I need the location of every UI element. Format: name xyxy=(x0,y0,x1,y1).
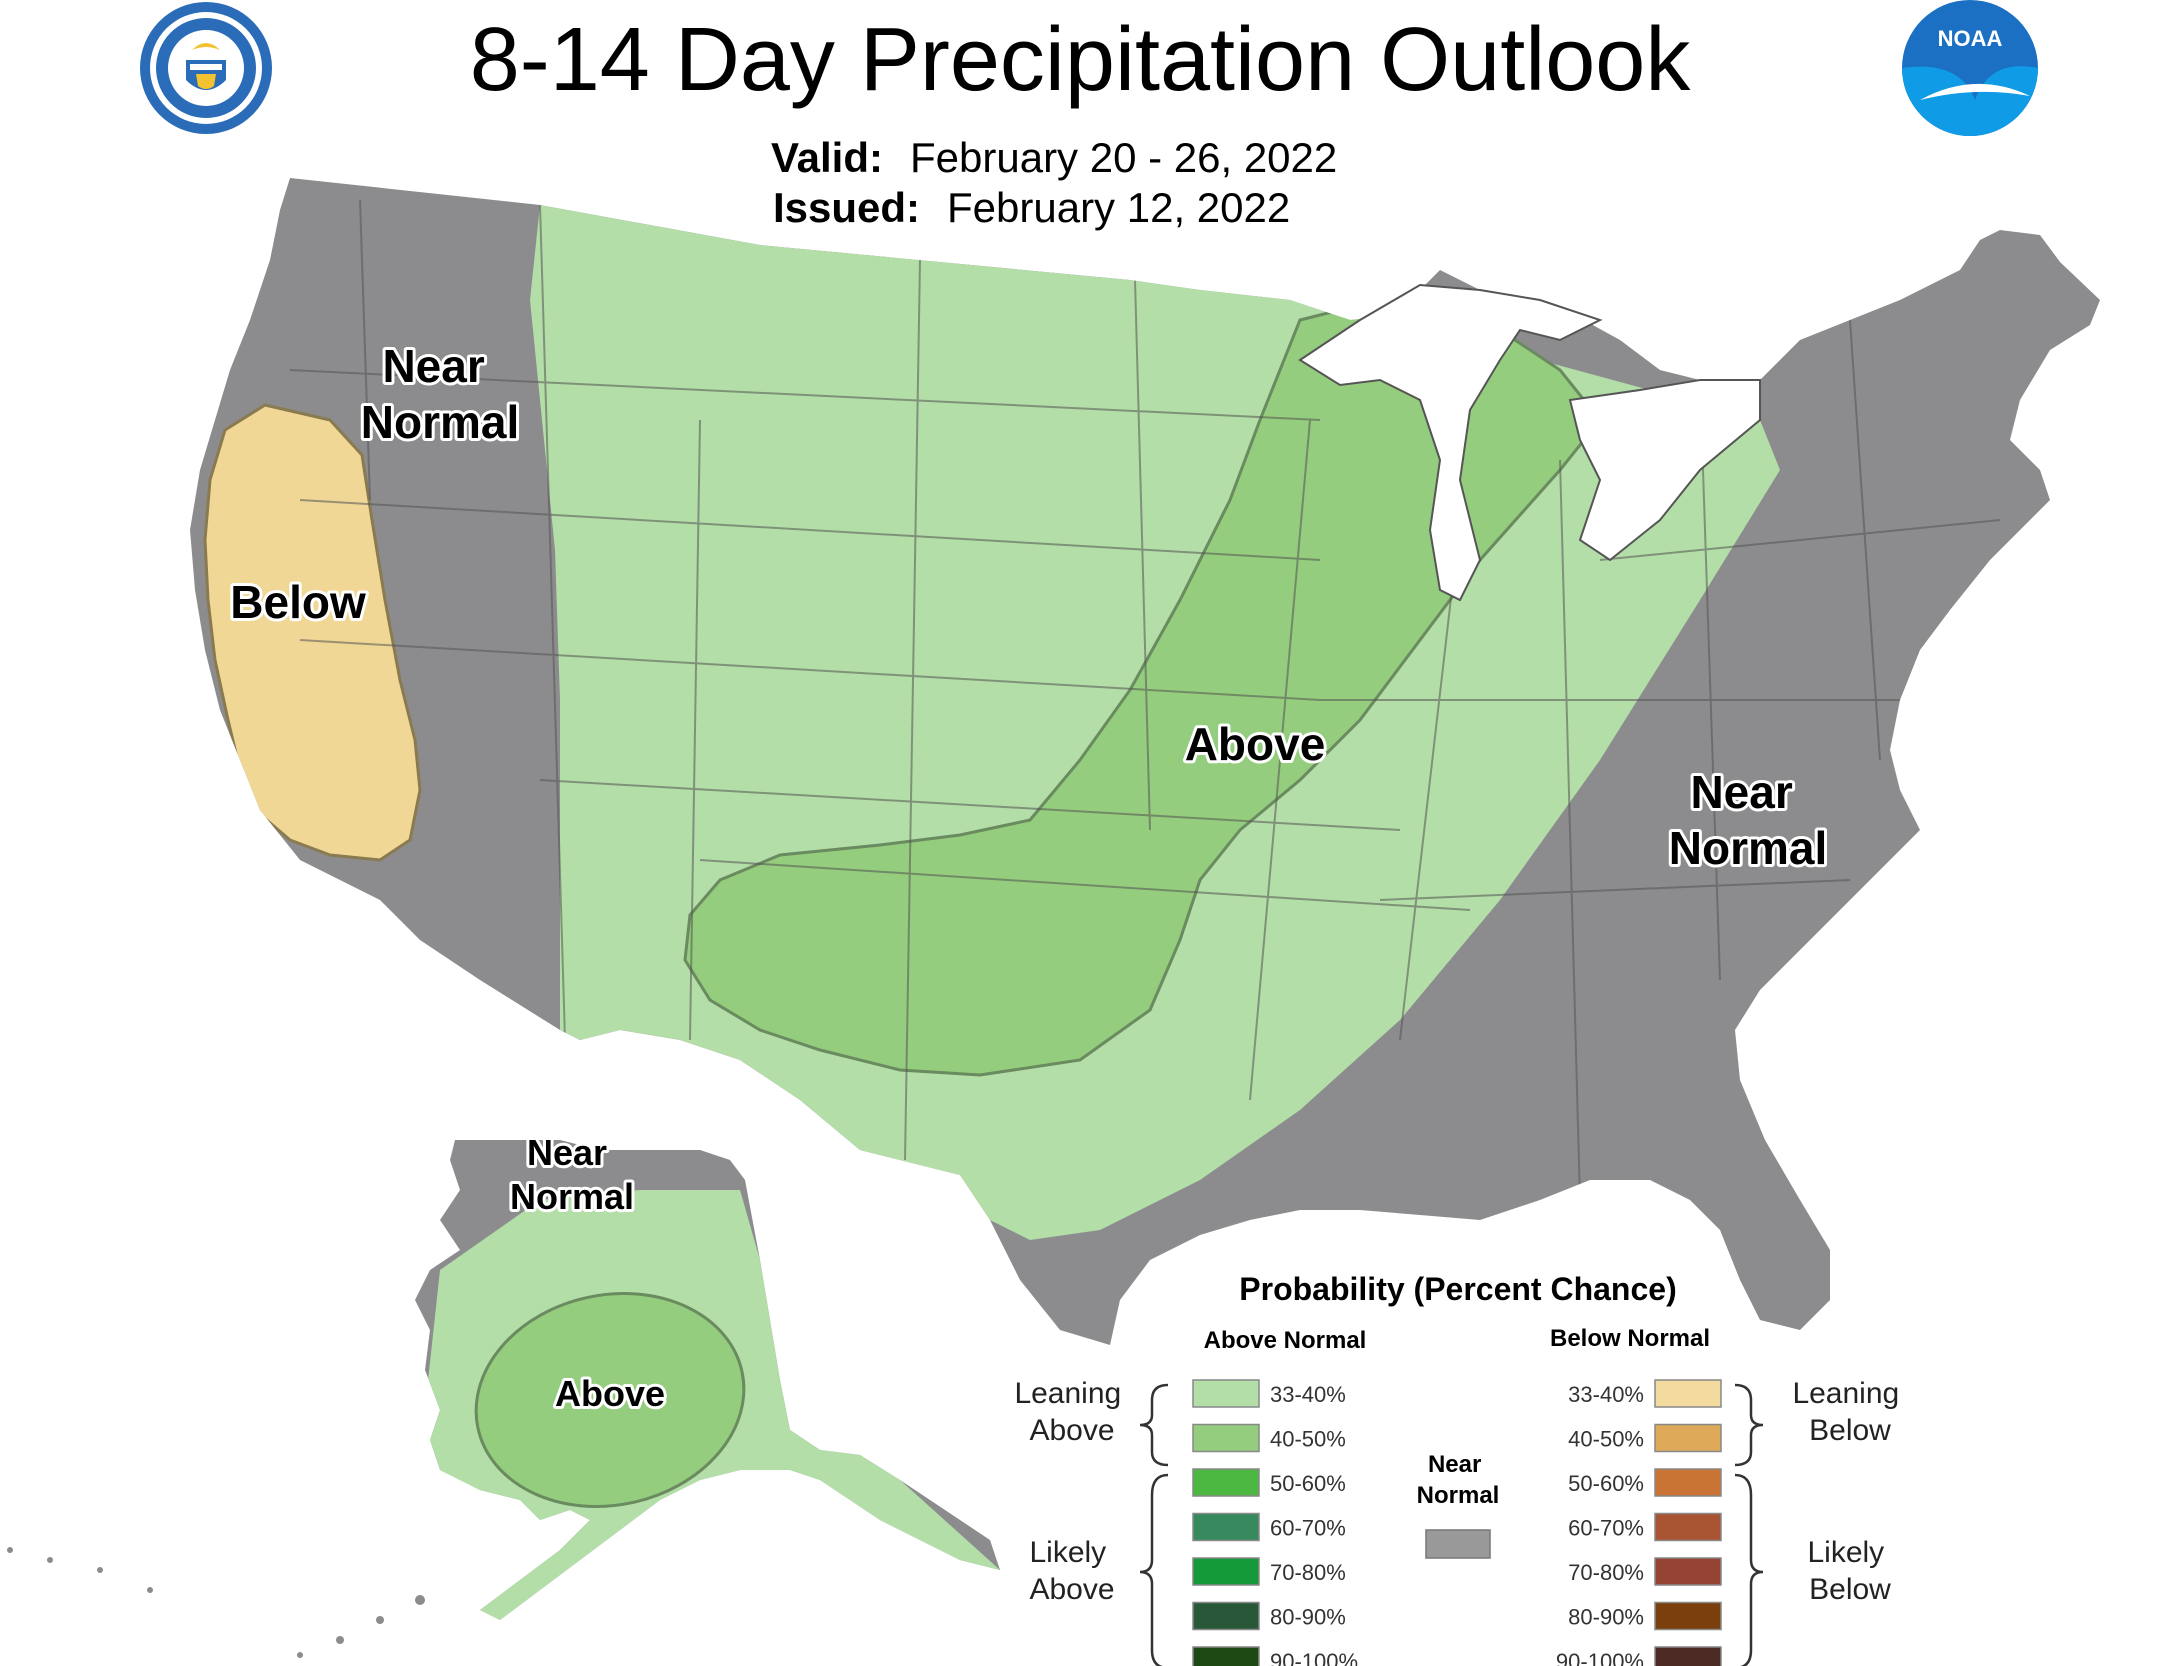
svg-text:Near Normal: Near Normal xyxy=(510,1132,634,1217)
near-normal-alaska-line1: Near xyxy=(527,1132,607,1173)
below-west-label: Below xyxy=(230,576,366,628)
legend-below-swatch-2 xyxy=(1654,1468,1722,1497)
svg-text:Leaning Above: Leaning Above xyxy=(1014,1377,1129,1447)
likely-above-line1: Likely xyxy=(1029,1536,1106,1569)
page-title: 8-14 Day Precipitation Outlook xyxy=(470,10,1692,110)
near-normal-alaska-line2: Normal xyxy=(510,1176,634,1217)
legend-above-swatch-2 xyxy=(1192,1468,1260,1497)
likely-below-line1: Likely xyxy=(1807,1536,1884,1569)
legend-above-range-3: 60-70% xyxy=(1270,1516,1346,1541)
leaning-above-line2: Above xyxy=(1029,1414,1114,1447)
svg-text:Leaning Below: Leaning Below xyxy=(1792,1377,1907,1447)
legend-below-swatch-1 xyxy=(1654,1423,1722,1453)
legend-above-swatch-0 xyxy=(1192,1379,1260,1408)
legend-above-range-1: 40-50% xyxy=(1270,1427,1346,1452)
legend-near-normal-swatch xyxy=(1425,1529,1491,1559)
svg-text:Likely Below: Likely Below xyxy=(1807,1536,1892,1606)
legend-below-swatches: 33-40% 40-50% 50-60% 60-70% 70-80% 80-90% 90-1… xyxy=(1556,1379,1722,1666)
legend-above-swatch-1 xyxy=(1192,1423,1260,1453)
near-normal-west-line1: Near xyxy=(382,340,484,392)
legend-title: Probability (Percent Chance) xyxy=(1239,1271,1676,1307)
legend-above-swatch-5 xyxy=(1192,1601,1260,1631)
legend: Probability (Percent Chance) Above Norma… xyxy=(1014,1271,1907,1666)
leaning-below-area xyxy=(203,403,422,862)
legend-above-swatches: 33-40% 40-50% 50-60% 60-70% 70-80% 80-90% 90-1… xyxy=(1192,1379,1358,1666)
likely-below-line2: Below xyxy=(1809,1573,1891,1606)
legend-above-swatch-4 xyxy=(1192,1557,1260,1586)
leaning-below-line1: Leaning xyxy=(1792,1377,1899,1410)
noaa-logo-icon: NOAA xyxy=(1902,0,2038,136)
department-of-commerce-seal-icon xyxy=(140,2,272,134)
conus-map: Near Normal Below Above Near Normal xyxy=(190,178,2100,1345)
legend-near-normal-line2: Normal xyxy=(1417,1482,1500,1509)
legend-below-range-2: 50-60% xyxy=(1568,1471,1644,1496)
svg-text:Near Normal: Near Normal xyxy=(361,340,519,448)
legend-above-range-5: 80-90% xyxy=(1270,1605,1346,1630)
legend-below-range-4: 70-80% xyxy=(1568,1560,1644,1585)
state-boundaries xyxy=(289,199,2001,1201)
aleutian-islands xyxy=(7,1547,425,1658)
leaning-above-line1: Leaning xyxy=(1014,1377,1121,1410)
above-central-label: Above xyxy=(1185,718,1326,770)
legend-below-range-5: 80-90% xyxy=(1568,1605,1644,1630)
legend-below-range-0: 33-40% xyxy=(1568,1382,1644,1407)
legend-below-swatch-0 xyxy=(1654,1379,1722,1408)
near-normal-east-line1: Near xyxy=(1690,766,1792,818)
great-lakes xyxy=(1298,283,1761,602)
issued-date: February 12, 2022 xyxy=(947,184,1290,231)
alaska-above-area xyxy=(474,1292,746,1508)
legend-below-range-1: 40-50% xyxy=(1568,1427,1644,1452)
legend-below-swatch-4 xyxy=(1654,1557,1722,1586)
legend-above-range-6: 90-100% xyxy=(1270,1649,1358,1666)
valid-label: Valid: xyxy=(771,134,883,181)
legend-above-range-0: 33-40% xyxy=(1270,1382,1346,1407)
leaning-below-line2: Below xyxy=(1809,1414,1891,1447)
header: NOAA 8-14 Day Precipitation Outlook Vali… xyxy=(140,0,2038,231)
legend-near-normal-line1: Near xyxy=(1428,1451,1481,1478)
noaa-logo-text: NOAA xyxy=(1938,26,2003,51)
legend-below-header: Below Normal xyxy=(1550,1325,1710,1352)
legend-below-swatch-6 xyxy=(1654,1646,1722,1666)
legend-above-range-4: 70-80% xyxy=(1270,1560,1346,1585)
legend-below-range-3: 60-70% xyxy=(1568,1516,1644,1541)
near-normal-west-line2: Normal xyxy=(361,396,519,448)
alaska-map: Near Normal Above xyxy=(7,1129,1000,1658)
above-alaska-label: Above xyxy=(555,1373,665,1414)
legend-above-header: Above Normal xyxy=(1204,1327,1367,1354)
legend-above-range-2: 50-60% xyxy=(1270,1471,1346,1496)
legend-below-range-6: 90-100% xyxy=(1556,1649,1644,1666)
legend-above-swatch-6 xyxy=(1192,1646,1260,1666)
legend-below-swatch-3 xyxy=(1654,1512,1722,1542)
svg-text:Near Normal: Near Normal xyxy=(1669,766,1827,874)
valid-dates: February 20 - 26, 2022 xyxy=(910,134,1337,181)
near-normal-east-line2: Normal xyxy=(1669,822,1827,874)
above-40-50-area xyxy=(683,298,1602,1077)
svg-text:Likely Above: Likely Above xyxy=(1029,1536,1114,1606)
svg-text:Near Normal: Near Normal xyxy=(1417,1451,1500,1509)
legend-above-swatch-3 xyxy=(1192,1512,1260,1542)
legend-braces xyxy=(1139,1383,1764,1666)
likely-above-line2: Above xyxy=(1029,1573,1114,1606)
issued-label: Issued: xyxy=(773,184,920,231)
legend-below-swatch-5 xyxy=(1654,1601,1722,1631)
